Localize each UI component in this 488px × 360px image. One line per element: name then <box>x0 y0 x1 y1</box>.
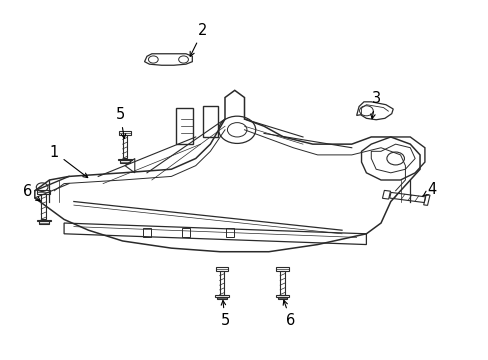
Bar <box>120 160 130 163</box>
Bar <box>219 271 224 294</box>
Text: 4: 4 <box>422 183 436 197</box>
Text: 5: 5 <box>115 107 125 138</box>
Bar <box>122 135 127 158</box>
Bar <box>216 267 228 271</box>
Bar <box>176 108 193 144</box>
Bar <box>277 297 287 299</box>
Text: 5: 5 <box>220 301 229 328</box>
Bar <box>182 228 189 237</box>
Bar <box>276 267 288 271</box>
Bar <box>41 194 46 219</box>
Bar <box>37 220 50 221</box>
Bar <box>217 297 226 299</box>
Bar <box>37 190 50 194</box>
Text: 1: 1 <box>50 145 87 177</box>
Text: 2: 2 <box>190 23 207 56</box>
Bar <box>225 228 233 237</box>
Bar <box>39 221 49 224</box>
Bar <box>215 295 228 297</box>
Bar <box>118 159 131 160</box>
Bar <box>203 107 217 137</box>
Text: 6: 6 <box>23 184 41 201</box>
Text: 3: 3 <box>370 91 380 119</box>
Text: 6: 6 <box>283 300 295 328</box>
Bar <box>280 271 285 294</box>
Bar <box>119 131 131 135</box>
Bar <box>143 228 151 237</box>
Bar <box>275 295 288 297</box>
